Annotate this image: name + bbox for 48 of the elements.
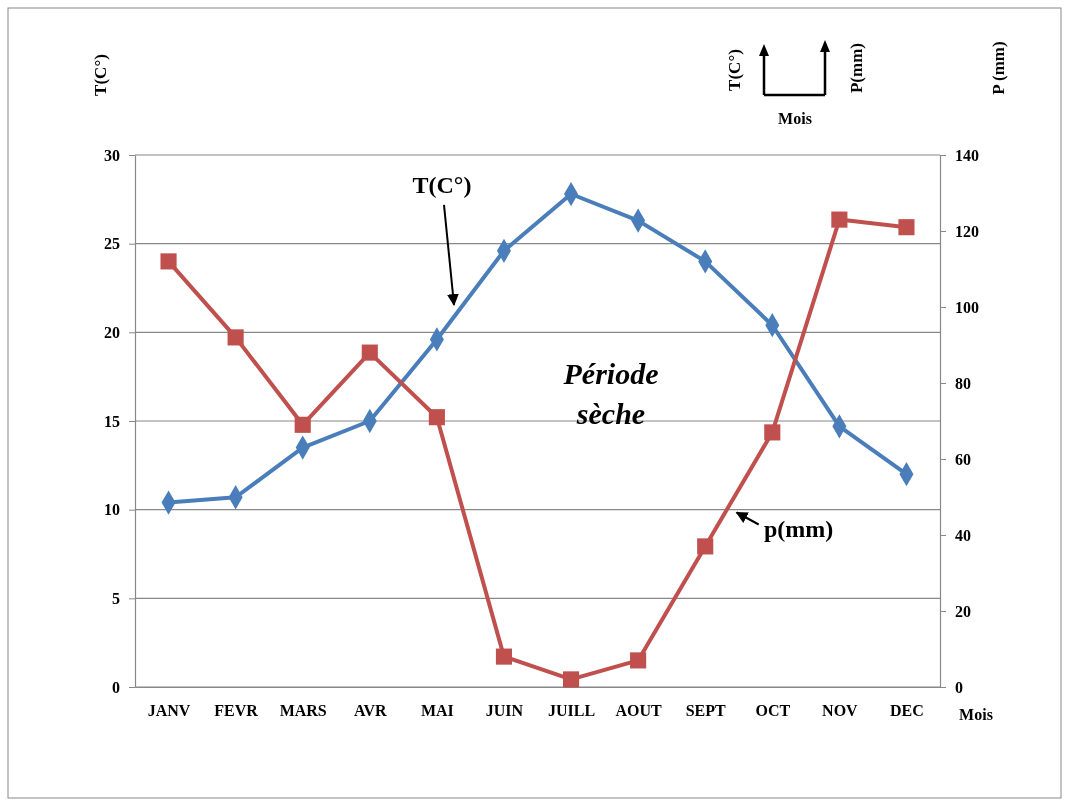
y-tick-label: 25: [104, 235, 120, 253]
y-tick-label: 10: [104, 501, 120, 519]
x-tick-label: DEC: [890, 702, 924, 720]
y2-tick-label: 100: [955, 298, 979, 316]
y2-axis-title: P (mm): [989, 41, 1008, 95]
x-tick-label: MAI: [420, 702, 454, 720]
y2-tick-label: 80: [955, 374, 971, 392]
y2-tick-label: 120: [955, 222, 979, 240]
point: [764, 424, 781, 441]
point: [495, 648, 513, 665]
x-tick-label: MARS: [279, 702, 327, 720]
text: T(C°): [725, 49, 744, 91]
x-tick-label: OCT: [755, 702, 791, 720]
x-tick-label: AVR: [353, 702, 388, 720]
x-axis-title: Mois: [959, 706, 993, 723]
point: [831, 211, 848, 228]
point: [898, 219, 915, 236]
y-axis-title: T(C°): [91, 54, 110, 96]
point: [630, 652, 647, 669]
point: [697, 538, 714, 555]
text: T(C°): [412, 171, 472, 198]
series-label: p(mm): [764, 515, 834, 542]
point: [562, 671, 580, 688]
point: [294, 416, 311, 433]
x-tick-label: JUIN: [485, 702, 524, 720]
x-tick-label: NOV: [822, 702, 859, 720]
x-tick-label: SEPT: [685, 702, 727, 720]
text: P(mm): [847, 42, 866, 94]
point: [361, 344, 378, 361]
point: [428, 409, 445, 426]
point: [160, 253, 177, 270]
y2-tick-label: 0: [955, 678, 963, 696]
x-tick-label: JANV: [147, 702, 191, 720]
text: Mois: [778, 110, 812, 127]
x-tick-label: FEVR: [214, 702, 259, 720]
x-tick-label: AOUT: [615, 702, 663, 720]
y2-tick-label: 20: [955, 602, 971, 620]
annotation: Période sèche: [562, 357, 659, 430]
x-tick-label: JUILL: [547, 702, 596, 720]
y-tick-label: 15: [104, 412, 120, 430]
y2-tick-label: 60: [955, 450, 971, 468]
y2-tick-label: 140: [955, 146, 979, 164]
y-tick-label: 30: [104, 146, 120, 164]
y-tick-label: 20: [104, 323, 120, 341]
y-tick-label: 5: [112, 589, 120, 607]
y2-tick-label: 40: [955, 526, 971, 544]
y-tick-label: 0: [112, 678, 120, 696]
point: [227, 329, 244, 346]
